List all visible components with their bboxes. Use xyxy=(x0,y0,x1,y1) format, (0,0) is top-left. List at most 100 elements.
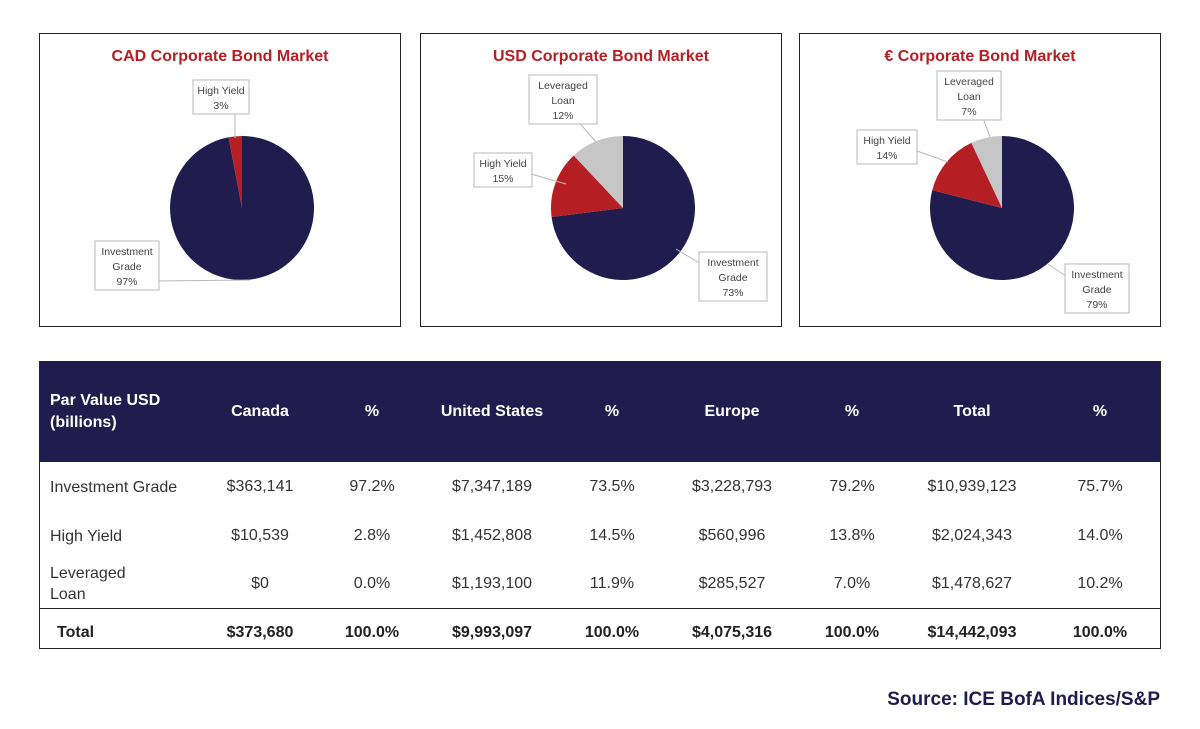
table-cell: $285,527 xyxy=(698,575,766,592)
callout-box xyxy=(473,152,533,188)
data-label-category: Loan xyxy=(551,95,575,107)
data-label-category: High Yield xyxy=(479,158,526,170)
table-cell: $9,993,097 xyxy=(424,608,560,656)
data-label-category: Investment xyxy=(101,246,152,258)
table-cell: 73.5% xyxy=(589,478,635,495)
data-label-percent: 14% xyxy=(876,150,897,162)
callout-leader-line xyxy=(530,173,567,185)
header-par-value-line2: (billions) xyxy=(50,414,117,431)
callout-box xyxy=(856,129,918,165)
callout-leader-line xyxy=(155,279,251,282)
data-label-percent: 79% xyxy=(1086,299,1107,311)
data-label-category: Grade xyxy=(112,261,141,273)
row-label-line1: Leveraged xyxy=(50,565,126,582)
table-cell: $10,939,123 xyxy=(927,478,1017,495)
table-cell: 100.0% xyxy=(1040,608,1160,656)
table-cell: 14.5% xyxy=(589,527,635,544)
table-cell: 7.0% xyxy=(833,575,871,592)
table-cell: $560,996 xyxy=(698,527,766,544)
table-cell: 75.7% xyxy=(1077,478,1123,495)
table-header-row: Par Value USD (billions) Canada % United… xyxy=(40,362,1160,462)
data-label-category: Leveraged xyxy=(944,76,994,88)
row-label-line2: Loan xyxy=(50,586,86,603)
header-par-value-line1: Par Value USD xyxy=(50,392,161,409)
table-cell: 0.0% xyxy=(353,575,391,592)
row-label: Investment Grade xyxy=(50,478,178,496)
data-label-percent: 3% xyxy=(213,100,228,112)
pie-slice-leveraged-loan xyxy=(971,136,1002,208)
par-value-table-grid: Par Value USD (billions) Canada % United… xyxy=(40,362,1160,656)
data-label-category: Grade xyxy=(1082,284,1111,296)
header-canada: Canada xyxy=(231,403,289,420)
table-cell: 2.8% xyxy=(353,527,391,544)
pie-slice-high-yield xyxy=(551,155,623,218)
pie-slice-high-yield xyxy=(228,136,242,208)
pie-slice-leveraged-loan xyxy=(573,136,623,208)
data-label-category: Loan xyxy=(957,91,981,103)
callout-box xyxy=(1064,263,1130,314)
cad-pie-chart: CAD Corporate Bond Market Investment Grade… xyxy=(94,48,330,291)
callout-box xyxy=(94,240,160,291)
table-cell: $3,228,793 xyxy=(691,478,773,495)
row-label-total: Total xyxy=(40,608,200,656)
table-cell: 14.0% xyxy=(1077,527,1123,544)
table-cell: $7,347,189 xyxy=(451,478,533,495)
chart-title: USD Corporate Bond Market xyxy=(493,48,710,65)
header-united-states: United States xyxy=(440,403,544,420)
table-cell: $363,141 xyxy=(226,478,294,495)
pie-slice-high-yield xyxy=(932,142,1002,208)
header-united-states-pct: % xyxy=(604,403,620,420)
header-total-pct: % xyxy=(1092,403,1108,420)
data-label-category: Investment xyxy=(707,257,758,269)
pie-slice-investment-grade xyxy=(929,136,1074,280)
table-cell: $1,452,808 xyxy=(451,527,533,544)
table-row-investment-grade: Investment Grade $363,141 97.2% $7,347,1… xyxy=(40,462,1160,512)
table-cell: $1,193,100 xyxy=(451,575,533,592)
table-cell: $2,024,343 xyxy=(931,527,1013,544)
table-cell: 100.0% xyxy=(560,608,664,656)
callout-box xyxy=(528,74,598,125)
usd-pie-chart: USD Corporate Bond Market Investment Grade… xyxy=(473,48,768,302)
source-note: Source: ICE BofA Indices/S&P xyxy=(887,689,1160,710)
callout-box xyxy=(698,251,768,302)
table-cell: 100.0% xyxy=(800,608,904,656)
table-row-total: Total $373,680 100.0% $9,993,097 100.0% … xyxy=(40,608,1160,656)
data-label-percent: 97% xyxy=(116,276,137,288)
table-cell: $373,680 xyxy=(200,608,320,656)
data-label-category: Grade xyxy=(718,272,747,284)
table-cell: 79.2% xyxy=(829,478,875,495)
table-cell: 10.2% xyxy=(1077,575,1123,592)
table-cell: 11.9% xyxy=(589,575,635,592)
pie-slice-investment-grade xyxy=(170,136,315,280)
table-cell: $1,478,627 xyxy=(931,575,1013,592)
data-label-percent: 15% xyxy=(492,173,513,185)
par-value-table: Par Value USD (billions) Canada % United… xyxy=(39,361,1161,656)
table-row-leveraged-loan: Leveraged Loan $0 0.0% $1,193,100 11.9% … xyxy=(40,560,1160,609)
row-label: High Yield xyxy=(50,527,123,545)
data-label-category: High Yield xyxy=(197,85,244,97)
callout-box xyxy=(192,79,250,115)
table-cell: 13.8% xyxy=(829,527,875,544)
cad-pie-chart-panel: CAD Corporate Bond Market Investment Grade… xyxy=(39,33,401,327)
pie-slice-investment-grade xyxy=(551,136,696,280)
callout-box xyxy=(936,70,1002,121)
header-canada-pct: % xyxy=(364,403,380,420)
table-row-high-yield: High Yield $10,539 2.8% $1,452,808 14.5%… xyxy=(40,512,1160,560)
eur-pie-chart: € Corporate Bond Market Investment Grade 79… xyxy=(856,48,1130,314)
data-label-category: High Yield xyxy=(863,135,910,147)
table-cell: $4,075,316 xyxy=(664,608,800,656)
header-par-value: Par Value USD (billions) xyxy=(40,362,200,462)
data-label-percent: 7% xyxy=(961,106,976,118)
callout-leader-line xyxy=(916,150,949,163)
usd-pie-chart-panel: USD Corporate Bond Market Investment Grade… xyxy=(420,33,782,327)
row-label: Leveraged Loan xyxy=(40,560,200,609)
table-cell: $0 xyxy=(251,575,269,592)
chart-title: € Corporate Bond Market xyxy=(884,48,1076,65)
header-europe: Europe xyxy=(704,403,760,420)
table-cell: $14,442,093 xyxy=(904,608,1040,656)
eur-pie-chart-panel: € Corporate Bond Market Investment Grade 79… xyxy=(799,33,1161,327)
table-cell: 97.2% xyxy=(349,478,395,495)
data-label-category: Investment xyxy=(1071,269,1122,281)
data-label-percent: 73% xyxy=(722,287,743,299)
chart-title: CAD Corporate Bond Market xyxy=(112,48,330,65)
